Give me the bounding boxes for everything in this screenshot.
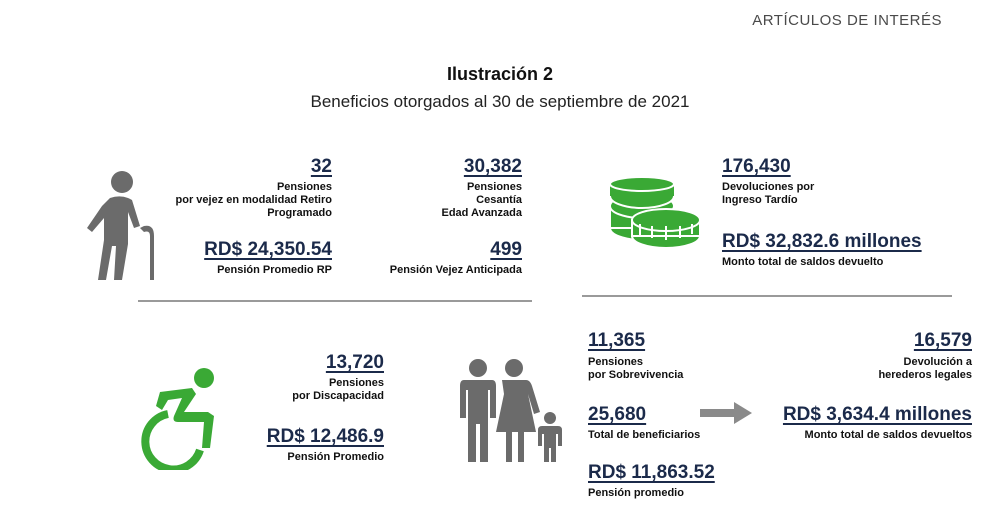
wheelchair-icon (141, 368, 214, 470)
herederos-label: Devolución a herederos legales (878, 356, 972, 381)
illustration-title: Ilustración 2 (446, 64, 554, 84)
beneficiarios-count: 25,680 (588, 404, 647, 425)
section-tag: ARTÍCULOS DE INTERÉS (752, 12, 942, 29)
herederos-amount: RD$ 3,634.4 millones (782, 404, 972, 425)
discapacidad-amount-label: Pensión Promedio (287, 451, 384, 463)
illustration-subtitle: Beneficios otorgados al 30 de septiembre… (310, 92, 690, 111)
sobrevivencia-amount-label: Pensión promedio (588, 487, 684, 499)
anticipada-label: Pensión Vejez Anticipada (389, 264, 522, 276)
sobrevivencia-label: Pensiones por Sobrevivencia (588, 356, 684, 381)
discapacidad-amount: RD$ 12,486.9 (266, 426, 384, 447)
discapacidad-count: 13,720 (325, 352, 384, 373)
divider-right (582, 295, 952, 297)
devoluciones-amount: RD$ 32,832.6 millones (722, 231, 922, 252)
family-icon (460, 359, 562, 462)
devoluciones-amount-label: Monto total de saldos devuelto (722, 256, 884, 268)
cesantia-count: 30,382 (463, 156, 522, 177)
discapacidad-label: Pensiones por Discapacidad (292, 377, 384, 402)
divider-left (138, 300, 532, 302)
elderly-person-icon (87, 171, 154, 280)
coins-icon (609, 176, 701, 249)
retiro-amount: RD$ 24,350.54 (204, 239, 332, 260)
sobrevivencia-count: 11,365 (588, 330, 646, 351)
herederos-amount-label: Monto total de saldos devueltos (804, 429, 972, 441)
herederos-count: 16,579 (913, 330, 972, 351)
sobrevivencia-amount: RD$ 11,863.52 (588, 462, 715, 483)
anticipada-count: 499 (490, 239, 522, 260)
retiro-count-label: Pensiones por vejez en modalidad Retiro … (175, 181, 332, 219)
retiro-count: 32 (310, 156, 332, 177)
devoluciones-count: 176,430 (722, 156, 791, 177)
arrow-right-icon (700, 402, 752, 424)
cesantia-label: Pensiones Cesantía Edad Avanzada (441, 181, 523, 219)
retiro-amount-label: Pensión Promedio RP (217, 264, 332, 276)
beneficiarios-label: Total de beneficiarios (588, 429, 701, 441)
devoluciones-label: Devoluciones por Ingreso Tardío (722, 181, 815, 206)
